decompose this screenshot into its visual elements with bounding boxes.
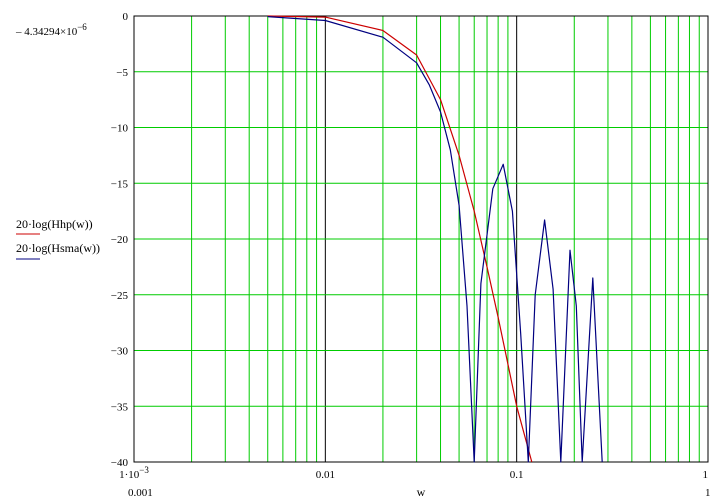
plot-frame xyxy=(133,15,709,463)
y-tick-label: −40 xyxy=(111,457,129,469)
y-tick-label: −20 xyxy=(111,234,129,246)
y-tick-label: −5 xyxy=(116,67,128,79)
grid xyxy=(133,15,709,463)
series-group xyxy=(267,15,603,463)
y-tick-label: 0 xyxy=(123,11,129,23)
x-range-max: 1 xyxy=(705,487,711,499)
x-range-min: 0.001 xyxy=(128,487,153,499)
legend-label-hhp: 20·log(Hhp(w)) xyxy=(16,217,93,231)
legend: 20·log(Hhp(w)) 20·log(Hsma(w)) xyxy=(16,217,100,260)
x-tick-label: 0.1 xyxy=(510,469,524,481)
legend-label-hsma: 20·log(Hsma(w)) xyxy=(16,241,100,255)
x-tick-label: 0.01 xyxy=(316,469,335,481)
y-tick-label: −15 xyxy=(111,178,129,190)
tick-labels: 0−5−10−15−20−25−30−35−401·10−3 0.01 0.1 1 xyxy=(111,11,708,481)
y-tick-label: −30 xyxy=(111,346,129,358)
series-line-1 xyxy=(267,16,603,463)
x-tick-label: 1 xyxy=(703,469,709,481)
y-tick-label: −35 xyxy=(111,401,129,413)
y-top-marker: – 4.34294×10−6 xyxy=(15,22,87,38)
x-axis-label: w xyxy=(417,485,426,499)
y-tick-label: −10 xyxy=(111,123,129,135)
y-tick-label: −25 xyxy=(111,290,129,302)
series-line-0 xyxy=(267,15,533,463)
